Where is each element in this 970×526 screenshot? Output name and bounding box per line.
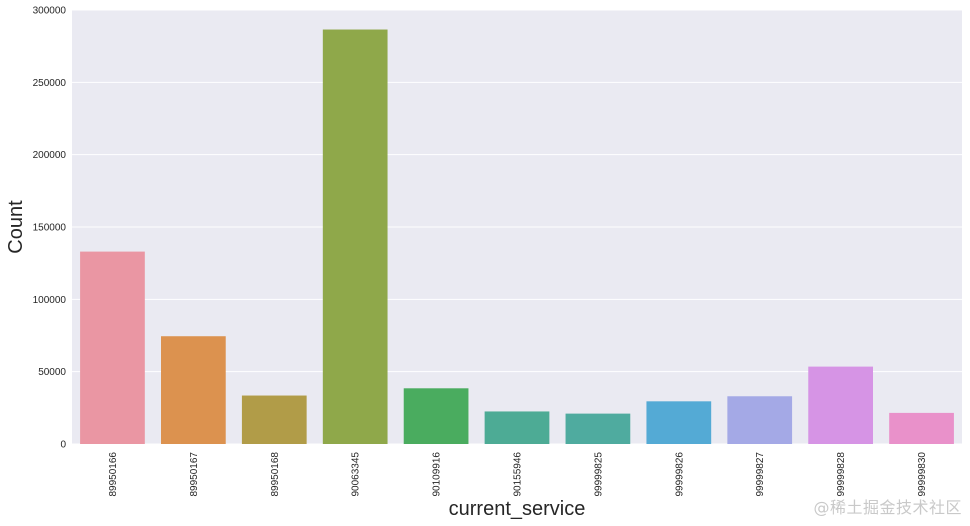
watermark: @稀土掘金技术社区	[813, 498, 962, 517]
x-tick-label: 99999826	[674, 452, 685, 497]
y-axis-title: Count	[5, 200, 27, 254]
x-tick-label: 89950167	[189, 452, 200, 497]
x-tick-label: 89950166	[108, 452, 119, 497]
bar-99999830	[889, 412, 954, 444]
bar-90063345	[322, 29, 388, 445]
bar-90109916	[403, 388, 469, 444]
y-tick-label: 0	[60, 440, 66, 451]
x-tick-label: 99999830	[917, 452, 928, 497]
y-tick-labels: 0 50000 100000 150000 200000 250000 300000	[33, 6, 67, 451]
y-tick-label: 300000	[33, 6, 67, 17]
bar-99999828	[808, 366, 873, 444]
x-tick-label: 90155946	[513, 452, 524, 497]
x-tick-labels: 89950166 89950167 89950168 90063345 90109916…	[108, 452, 928, 497]
x-tick-label: 99999828	[836, 452, 847, 497]
bar-90155946	[484, 411, 550, 444]
bar-99999825	[565, 413, 631, 444]
bar-89950168	[241, 395, 307, 444]
y-tick-label: 200000	[33, 150, 67, 161]
bar-99999827	[727, 396, 793, 444]
x-tick-label: 90063345	[351, 452, 362, 497]
x-axis-title: current_service	[449, 498, 586, 520]
y-tick-label: 100000	[33, 295, 67, 306]
bar-99999826	[646, 401, 712, 444]
bar-89950166	[80, 251, 145, 444]
x-tick-label: 90109916	[432, 452, 443, 497]
y-tick-label: 150000	[33, 223, 67, 234]
y-tick-label: 250000	[33, 78, 67, 89]
x-tick-label: 99999827	[755, 452, 766, 497]
bar-89950167	[161, 336, 226, 444]
bars	[80, 29, 954, 445]
y-tick-label: 50000	[38, 367, 66, 378]
x-tick-label: 89950168	[270, 452, 281, 497]
x-tick-label: 99999825	[593, 452, 604, 497]
